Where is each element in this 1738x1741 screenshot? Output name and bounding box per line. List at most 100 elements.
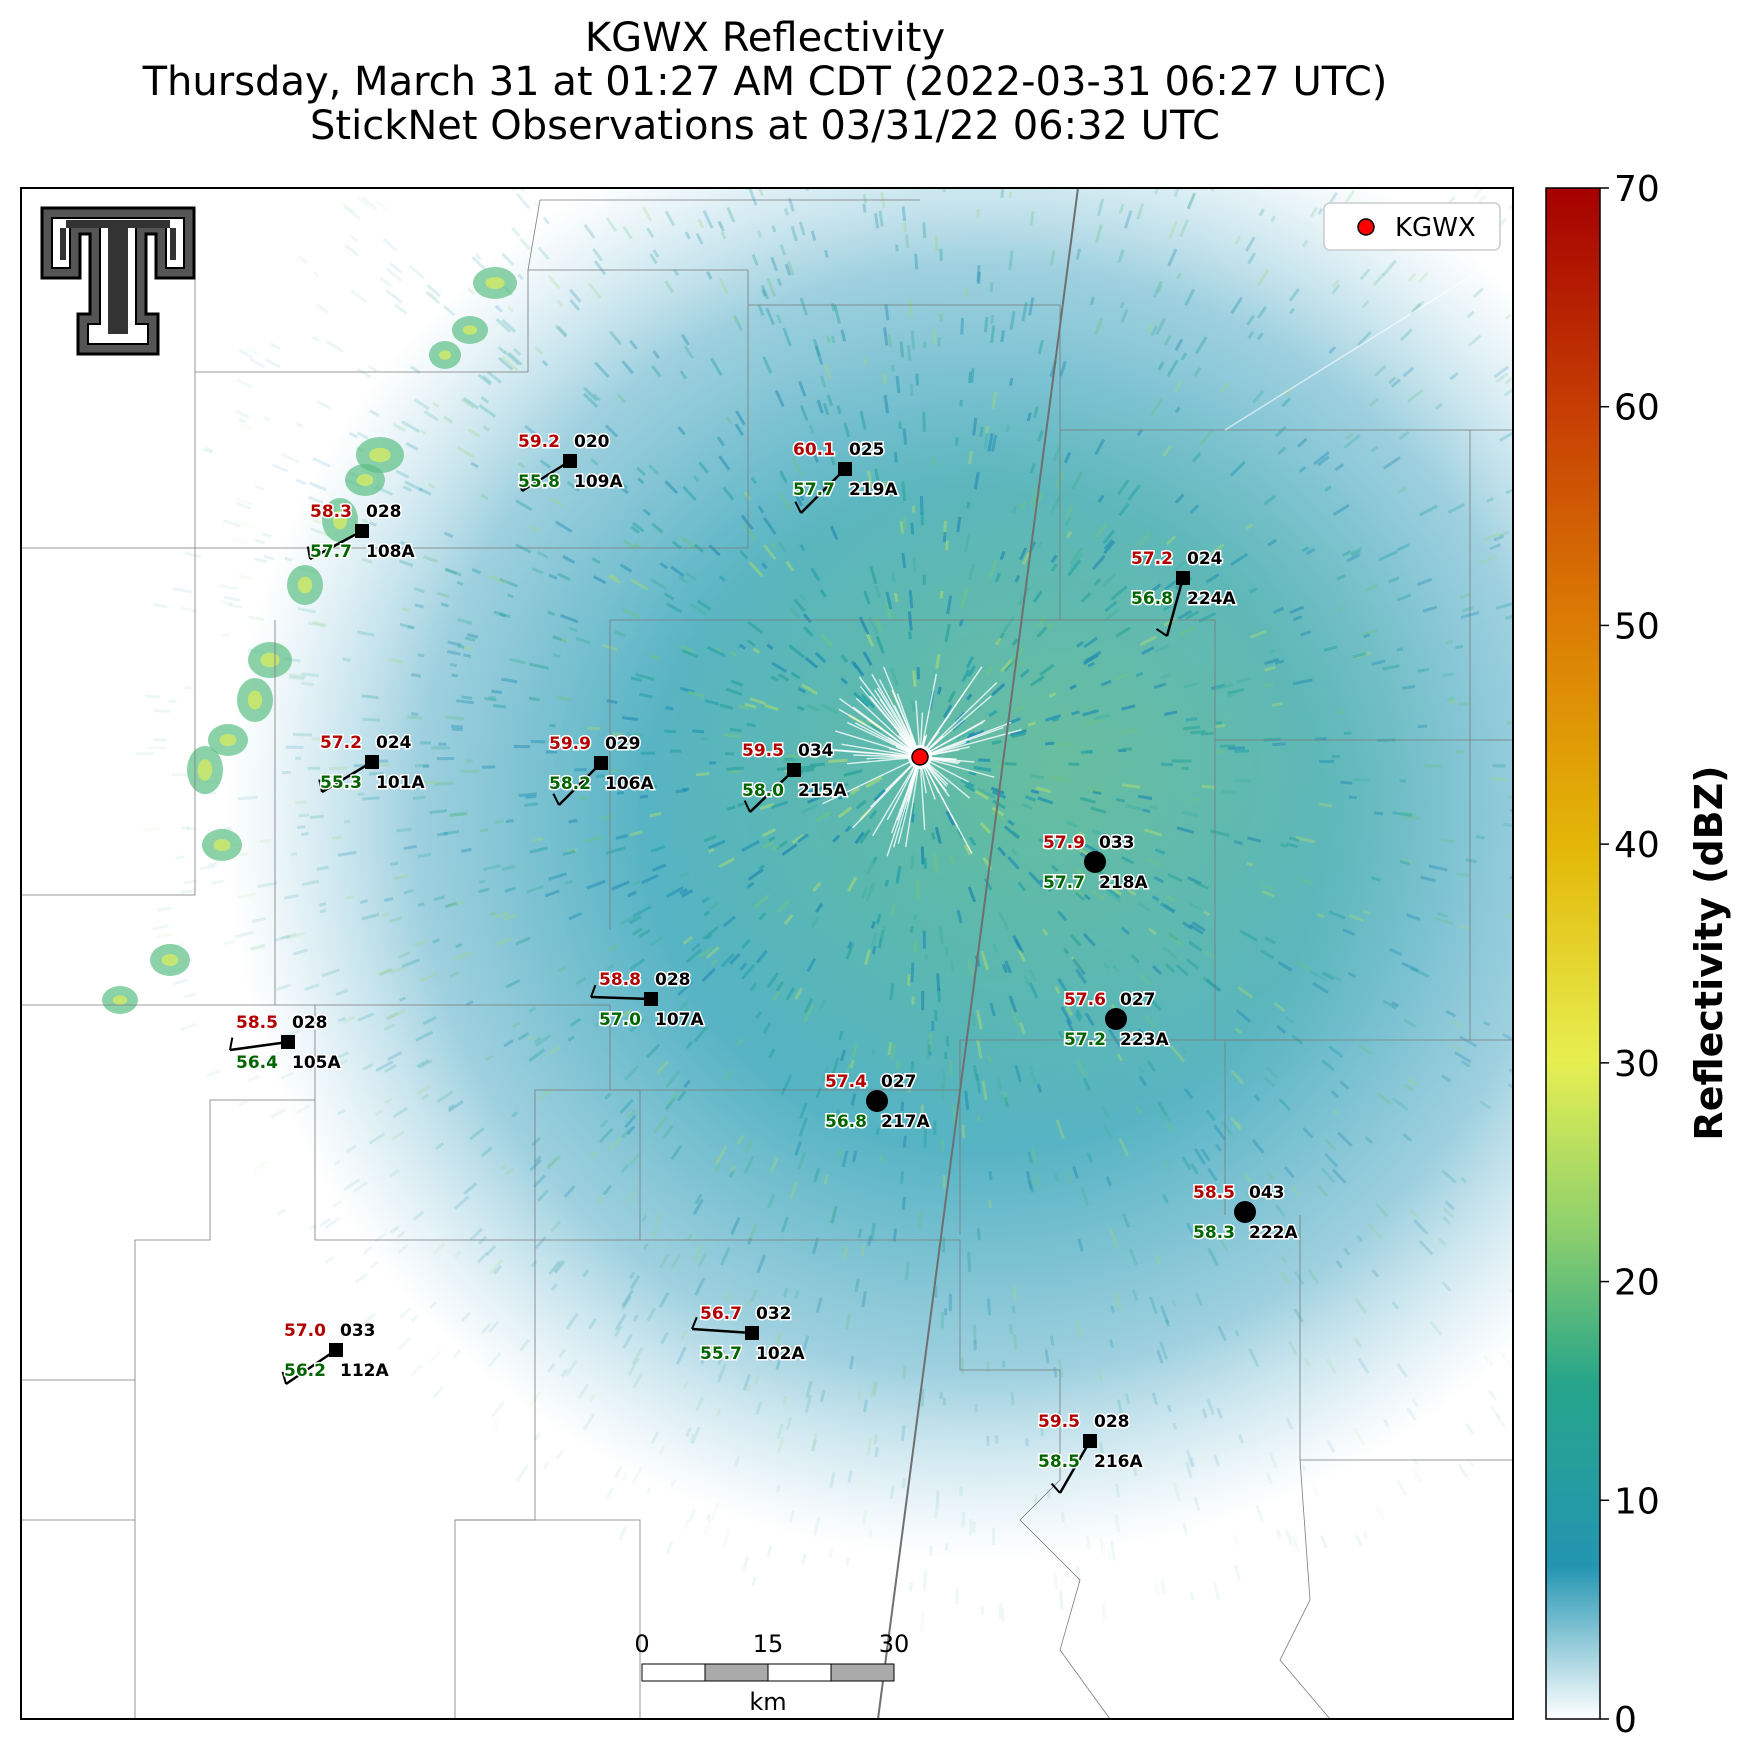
station-temperature: 59.9 bbox=[549, 734, 591, 754]
station-216A: 59.5 028 58.5 216A bbox=[1037, 1411, 1145, 1494]
wind-barb-flag bbox=[281, 1371, 287, 1385]
station-222A: 58.5 043 58.3 222A bbox=[1192, 1182, 1300, 1245]
wind-barb bbox=[800, 468, 846, 514]
station-id: 224A bbox=[1187, 589, 1236, 609]
station-dewpoint: 58.0 bbox=[742, 781, 784, 801]
station-id: 107A bbox=[655, 1010, 704, 1030]
station-id: 105A bbox=[292, 1053, 341, 1073]
title-line-3: StickNet Observations at 03/31/22 06:32 … bbox=[310, 103, 1220, 149]
station-marker-square bbox=[329, 1343, 343, 1357]
station-wind-direction: 024 bbox=[376, 733, 412, 753]
station-dewpoint: 57.7 bbox=[310, 542, 352, 562]
station-temperature: 58.5 bbox=[1193, 1183, 1235, 1203]
legend-label: KGWX bbox=[1395, 213, 1476, 243]
colorbar-tick-label: 10 bbox=[1614, 1481, 1660, 1522]
wind-barb bbox=[691, 1327, 753, 1335]
station-marker-square bbox=[365, 755, 379, 769]
station-id: 109A bbox=[574, 472, 623, 492]
scale-tick-30: 30 bbox=[879, 1630, 910, 1658]
station-dewpoint: 56.4 bbox=[236, 1053, 278, 1073]
station-marker-square bbox=[838, 462, 852, 476]
station-temperature: 59.2 bbox=[518, 432, 560, 452]
map-area bbox=[21, 188, 1513, 1719]
wind-barb-flag bbox=[794, 501, 802, 514]
station-marker-circle bbox=[1234, 1201, 1256, 1223]
station-id: 217A bbox=[881, 1112, 930, 1132]
wind-barb bbox=[229, 1040, 289, 1052]
station-wind-direction: 033 bbox=[1099, 833, 1135, 853]
station-marker-circle bbox=[866, 1090, 888, 1112]
station-temperature: 58.3 bbox=[310, 502, 352, 522]
station-wind-direction: 034 bbox=[798, 741, 834, 761]
colorbar-tick-label: 0 bbox=[1614, 1700, 1637, 1741]
station-108A: 58.3 028 57.7 108A bbox=[306, 501, 417, 564]
station-wind-direction: 029 bbox=[605, 734, 641, 754]
station-temperature: 57.2 bbox=[1131, 549, 1173, 569]
station-temperature: 58.5 bbox=[236, 1013, 278, 1033]
wind-barb-flag bbox=[590, 984, 597, 998]
station-wind-direction: 033 bbox=[340, 1321, 376, 1341]
station-218A: 57.9 033 57.7 218A bbox=[1042, 832, 1150, 895]
station-dewpoint: 58.5 bbox=[1038, 1452, 1080, 1472]
station-109A: 59.2 020 55.8 109A bbox=[517, 431, 625, 494]
station-temperature: 59.5 bbox=[1038, 1412, 1080, 1432]
station-id: 222A bbox=[1249, 1223, 1298, 1243]
station-dewpoint: 57.7 bbox=[1043, 873, 1085, 893]
station-wind-direction: 028 bbox=[655, 970, 691, 990]
station-wind-direction: 028 bbox=[292, 1013, 328, 1033]
station-dewpoint: 57.0 bbox=[599, 1010, 641, 1030]
station-id: 216A bbox=[1094, 1452, 1143, 1472]
colorbar-tick-label: 40 bbox=[1614, 825, 1660, 866]
scale-tick-15: 15 bbox=[753, 1630, 784, 1658]
station-id: 106A bbox=[605, 774, 654, 794]
station-marker-square bbox=[1176, 571, 1190, 585]
station-101A: 57.2 024 55.3 101A bbox=[318, 732, 427, 795]
station-id: 218A bbox=[1099, 873, 1148, 893]
station-marker-square bbox=[281, 1035, 295, 1049]
station-temperature: 59.5 bbox=[742, 741, 784, 761]
state-boundary bbox=[877, 188, 1079, 1719]
wind-barb-flag bbox=[743, 800, 751, 813]
colorbar-tick-label: 50 bbox=[1614, 606, 1660, 647]
station-dewpoint: 56.2 bbox=[284, 1361, 326, 1381]
station-dewpoint: 57.7 bbox=[793, 480, 835, 500]
station-wind-direction: 024 bbox=[1187, 549, 1223, 569]
legend: KGWX bbox=[1323, 202, 1501, 251]
station-id: 101A bbox=[376, 773, 425, 793]
title-line-1: KGWX Reflectivity bbox=[584, 15, 946, 61]
wind-barb bbox=[1058, 1440, 1092, 1494]
wind-barb bbox=[1165, 577, 1185, 637]
wind-barb-flag bbox=[318, 779, 323, 793]
wind-barb bbox=[285, 1348, 337, 1386]
station-marker-square bbox=[644, 992, 658, 1006]
station-112A: 57.0 033 56.2 112A bbox=[281, 1320, 391, 1386]
station-marker-square bbox=[1083, 1434, 1097, 1448]
wind-barb bbox=[321, 760, 373, 794]
colorbar-gradient bbox=[1545, 187, 1601, 1720]
map-frame bbox=[20, 187, 1514, 1720]
station-wind-direction: 028 bbox=[1094, 1412, 1130, 1432]
wind-barb-flag bbox=[306, 546, 311, 560]
station-temperature: 58.8 bbox=[599, 970, 641, 990]
station-marker-square bbox=[745, 1326, 759, 1340]
station-temperature: 57.0 bbox=[284, 1321, 326, 1341]
wind-barb-flag bbox=[518, 478, 523, 492]
station-marker-circle bbox=[1084, 851, 1106, 873]
station-wind-direction: 027 bbox=[1120, 990, 1156, 1010]
colorbar-tick-label: 20 bbox=[1614, 1263, 1660, 1304]
university-logo bbox=[40, 206, 196, 356]
station-102A: 56.7 032 55.7 102A bbox=[691, 1303, 807, 1366]
colorbar-tick-label: 70 bbox=[1614, 169, 1660, 210]
station-marker-circle bbox=[1105, 1008, 1127, 1030]
station-marker-square bbox=[563, 454, 577, 468]
station-wind-direction: 043 bbox=[1249, 1183, 1285, 1203]
station-marker-square bbox=[355, 524, 369, 538]
station-dewpoint: 57.2 bbox=[1064, 1030, 1106, 1050]
station-id: 102A bbox=[756, 1344, 805, 1364]
station-temperature: 57.6 bbox=[1064, 990, 1106, 1010]
radar-site-marker bbox=[908, 745, 932, 769]
station-temperature: 56.7 bbox=[700, 1304, 742, 1324]
station-temperature: 57.2 bbox=[320, 733, 362, 753]
title-line-2: Thursday, March 31 at 01:27 AM CDT (2022… bbox=[142, 59, 1388, 105]
